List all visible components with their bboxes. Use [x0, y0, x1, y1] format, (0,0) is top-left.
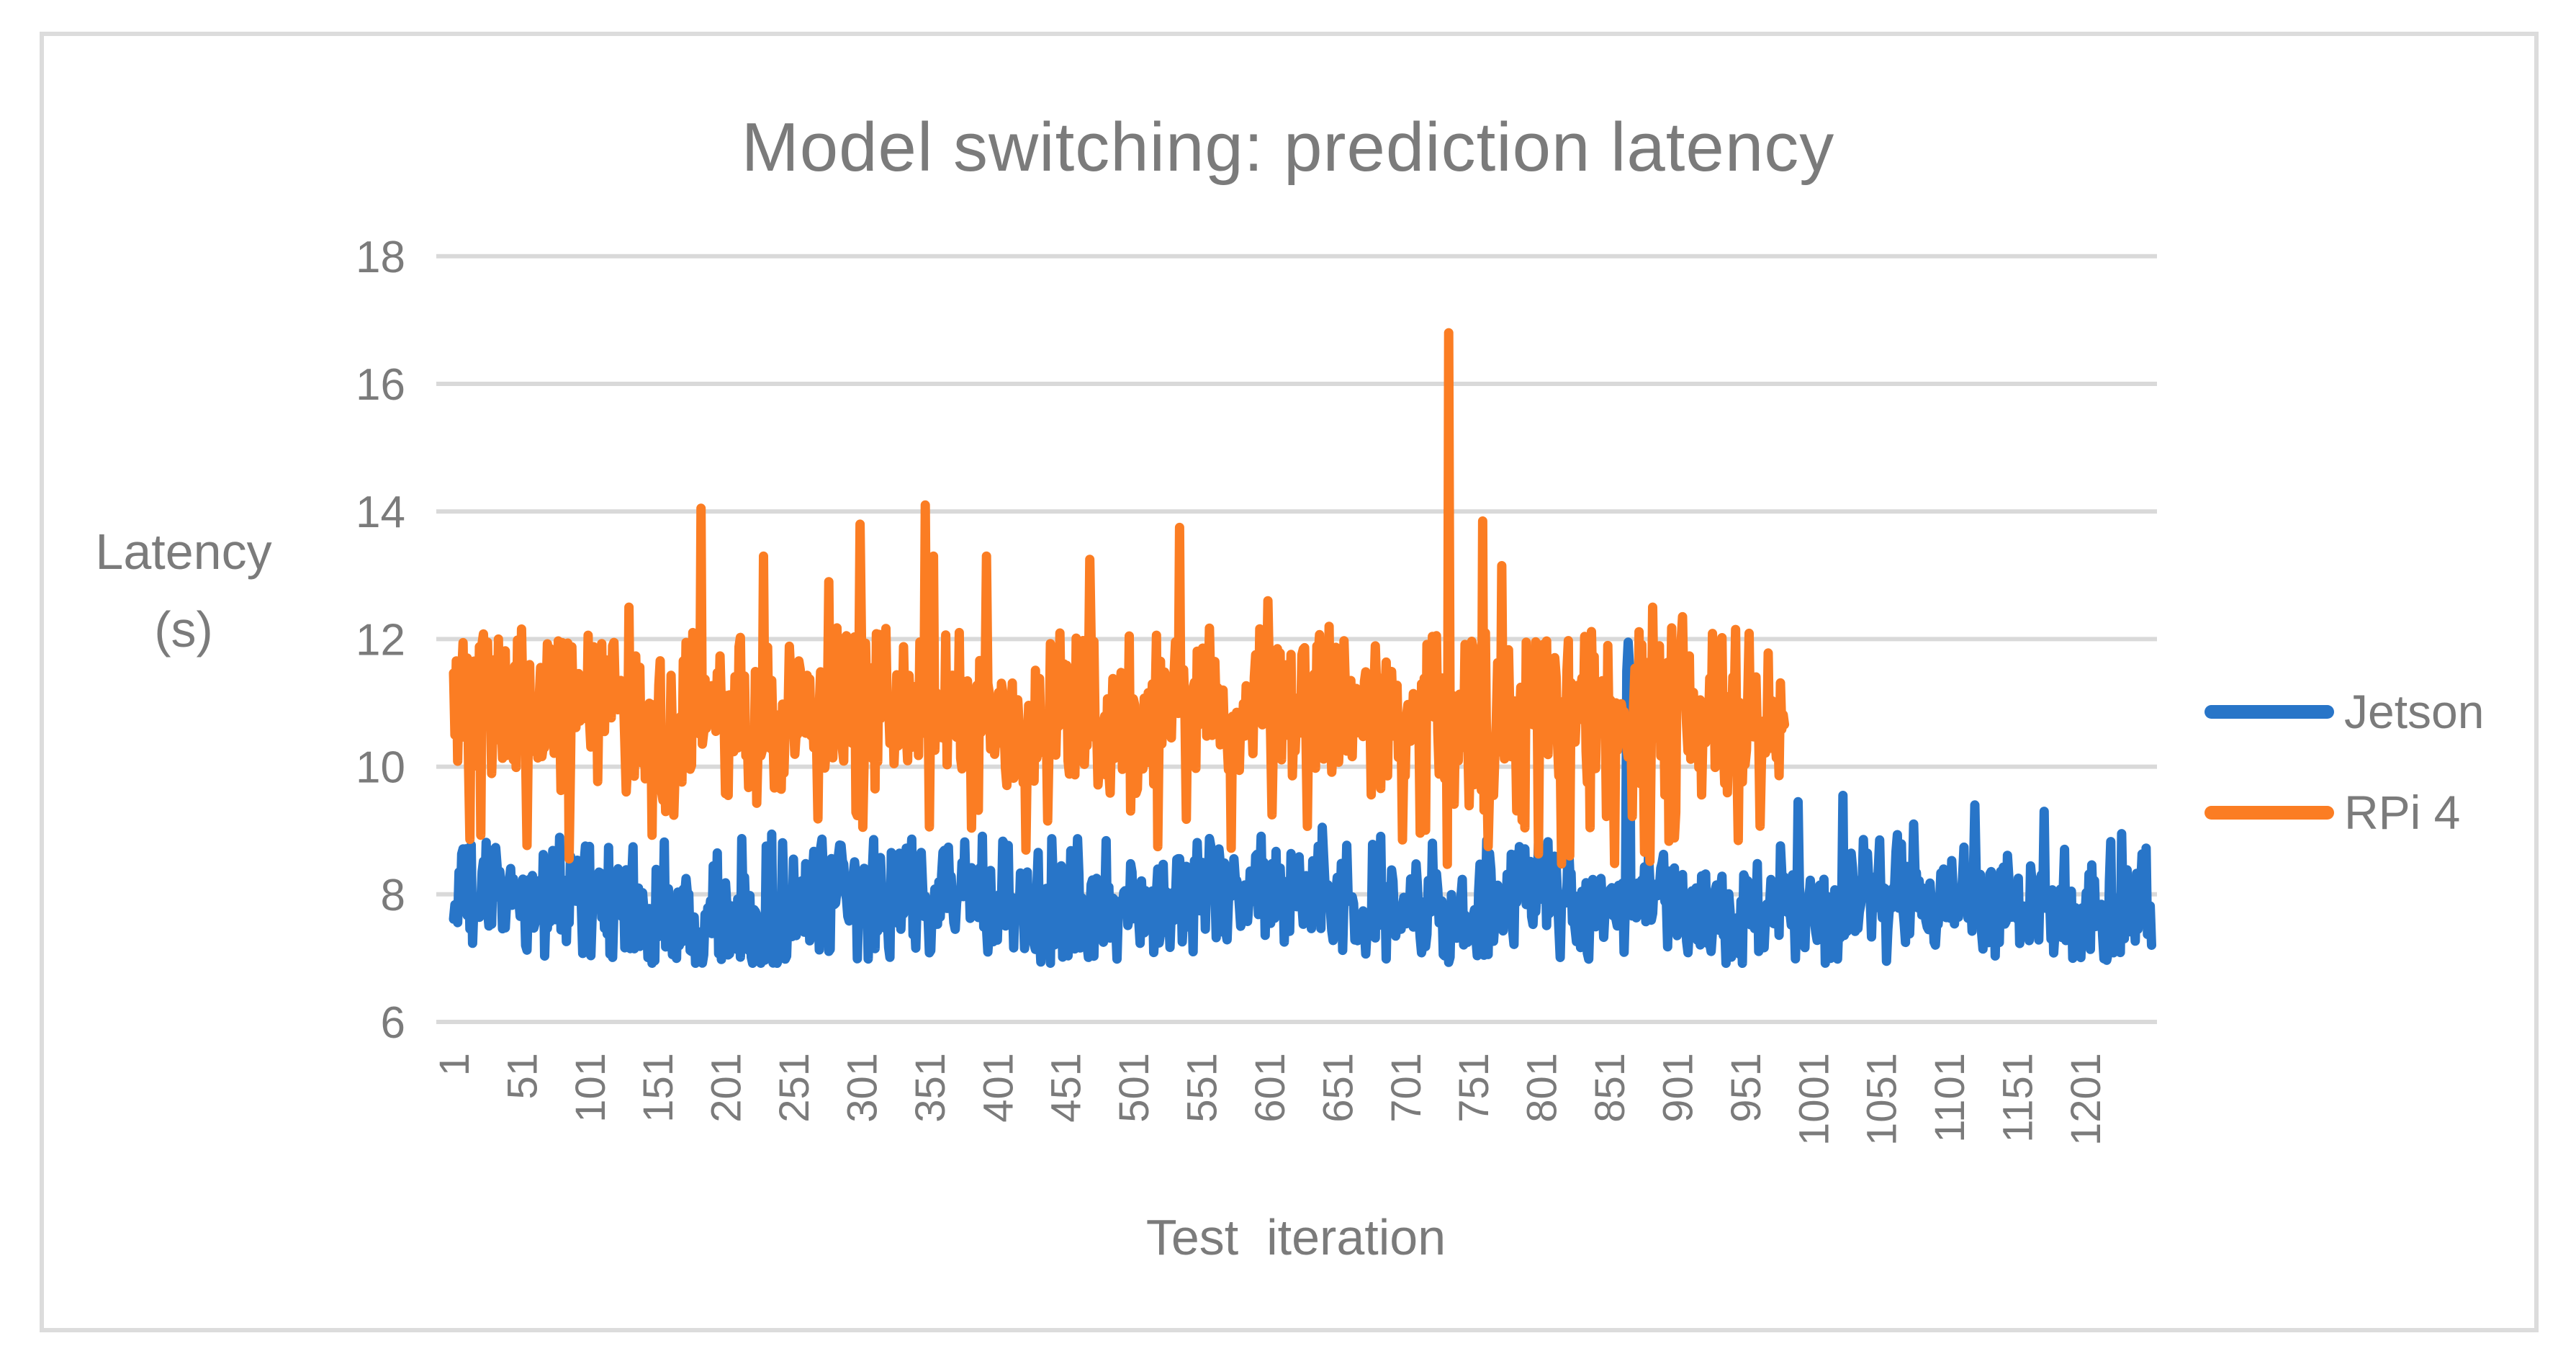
rpi4-line-swatch: [2205, 805, 2334, 820]
x-tick-label-1051: 1051: [1859, 1053, 1906, 1146]
x-tick-label-651: 651: [1315, 1053, 1361, 1123]
x-tick-label-201: 201: [703, 1053, 750, 1123]
chart-title: Model switching: prediction latency: [741, 109, 1835, 186]
legend-label-rpi4: RPi 4: [2344, 786, 2461, 839]
x-tick-label-1151: 1151: [1995, 1053, 2042, 1143]
x-tick-label-51: 51: [499, 1053, 546, 1100]
y-tick-label-16: 16: [356, 360, 405, 410]
x-tick-label-851: 851: [1587, 1053, 1634, 1123]
x-tick-label-1201: 1201: [2063, 1053, 2109, 1146]
series-line-jetson: [449, 637, 2156, 968]
jetson-line-swatch: [2205, 704, 2334, 719]
y-axis-title: Latency (s): [65, 513, 302, 668]
legend-item-rpi4: RPi 4: [2205, 778, 2543, 847]
x-tick-label-301: 301: [839, 1053, 886, 1123]
x-tick-label-1: 1: [431, 1053, 478, 1076]
x-axis-title: Test iteration: [1145, 1209, 1446, 1265]
x-tick-label-601: 601: [1247, 1053, 1294, 1123]
x-tick-label-401: 401: [975, 1053, 1022, 1123]
y-axis-title-line1: Latency: [95, 524, 272, 580]
x-tick-label-801: 801: [1519, 1053, 1566, 1123]
x-tick-label-501: 501: [1111, 1053, 1158, 1123]
x-tick-label-451: 451: [1043, 1053, 1090, 1123]
series-line-rpi-4: [449, 328, 1790, 869]
legend-item-jetson: Jetson: [2205, 677, 2543, 746]
y-axis-title-line2: (s): [154, 601, 213, 658]
x-tick-label-101: 101: [567, 1053, 614, 1123]
x-tick-label-951: 951: [1723, 1053, 1770, 1123]
x-tick-label-251: 251: [771, 1053, 818, 1123]
y-tick-label-18: 18: [356, 233, 405, 282]
x-tick-label-351: 351: [907, 1053, 954, 1123]
y-tick-label-12: 12: [356, 615, 405, 665]
y-tick-label-8: 8: [381, 871, 405, 920]
legend: Jetson RPi 4: [2205, 677, 2543, 879]
x-tick-label-701: 701: [1383, 1053, 1430, 1123]
x-tick-label-551: 551: [1179, 1053, 1226, 1123]
y-tick-label-6: 6: [381, 998, 405, 1048]
x-tick-label-1001: 1001: [1791, 1053, 1837, 1146]
y-tick-label-10: 10: [356, 743, 405, 793]
x-tick-label-1101: 1101: [1927, 1053, 1973, 1143]
x-tick-label-151: 151: [635, 1053, 682, 1123]
x-tick-label-901: 901: [1655, 1053, 1702, 1123]
legend-label-jetson: Jetson: [2344, 685, 2485, 738]
y-tick-label-14: 14: [356, 488, 405, 537]
x-tick-label-751: 751: [1451, 1053, 1498, 1123]
